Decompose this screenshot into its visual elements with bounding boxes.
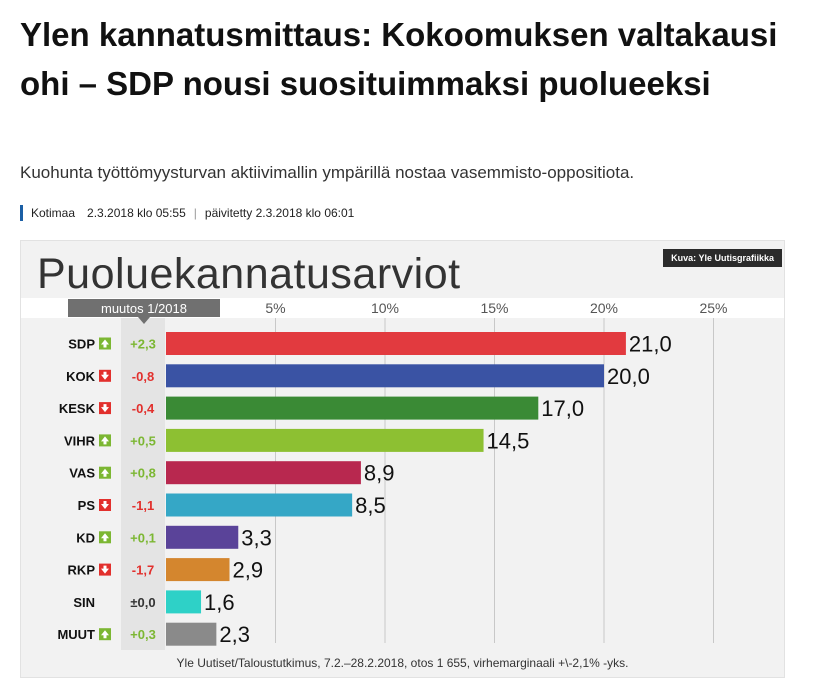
change-value-vas: +0,8 (130, 466, 156, 481)
bar-kd (166, 525, 239, 549)
change-value-ps: -1,1 (132, 498, 154, 513)
article-meta: Kotimaa 2.3.2018 klo 05:55 | päivitetty … (20, 204, 354, 222)
bar-ps (166, 493, 353, 517)
party-label-muut: MUUT (57, 627, 95, 642)
change-value-kd: +0,1 (130, 530, 156, 545)
value-label-vihr: 14,5 (487, 428, 530, 453)
change-value-muut: +0,3 (130, 627, 156, 642)
updated-date: päivitetty 2.3.2018 klo 06:01 (204, 206, 355, 220)
arrow-glyph-down-icon (101, 404, 109, 413)
value-label-rkp: 2,9 (233, 558, 264, 583)
arrow-glyph-down-icon (101, 565, 109, 574)
chart-title: Puoluekannatusarviot (37, 250, 461, 298)
party-label-ps: PS (78, 498, 96, 513)
tick-label-20: 20% (590, 300, 618, 316)
change-value-rkp: -1,7 (132, 563, 154, 578)
party-label-kd: KD (76, 530, 95, 545)
tick-label-15: 15% (480, 300, 508, 316)
tick-label-10: 10% (371, 300, 399, 316)
change-header-label: muutos 1/2018 (101, 301, 187, 316)
change-value-kesk: -0,4 (132, 401, 155, 416)
arrow-glyph-down-icon (101, 501, 109, 509)
tick-label-25: 25% (699, 300, 727, 316)
article-lead: Kuohunta työttömyysturvan aktiivimallin … (20, 163, 635, 182)
section-link[interactable]: Kotimaa (31, 206, 76, 220)
value-label-muut: 2,3 (219, 622, 250, 647)
image-credit: Kuva: Yle Uutisgrafiikka (663, 249, 782, 267)
bar-kok (166, 364, 604, 388)
bar-muut (166, 622, 217, 646)
arrow-glyph-up-icon (101, 339, 109, 348)
change-value-sdp: +2,3 (130, 337, 156, 352)
bar-rkp (166, 558, 230, 582)
party-label-rkp: RKP (68, 563, 96, 578)
party-label-vihr: VIHR (64, 433, 96, 448)
change-value-sin: ±0,0 (130, 595, 155, 610)
bar-sin (166, 590, 202, 614)
value-label-kok: 20,0 (607, 364, 650, 389)
change-header-bg (68, 299, 220, 317)
chart-graphic[interactable]: Puoluekannatusarviot Kuva: Yle Uutisgraf… (20, 240, 785, 678)
party-label-sin: SIN (73, 595, 95, 610)
change-value-vihr: +0,5 (130, 433, 156, 448)
arrow-glyph-up-icon (101, 468, 109, 477)
change-column-bg (121, 318, 165, 650)
section-marker (20, 205, 23, 221)
article-headline: Ylen kannatusmittaus: Kokoomuksen valtak… (20, 16, 778, 102)
arrow-glyph-down-icon (101, 371, 109, 380)
bar-vas (166, 461, 361, 485)
meta-divider: | (193, 206, 197, 220)
bar-vihr (166, 428, 484, 452)
value-label-sin: 1,6 (204, 590, 235, 615)
value-label-kesk: 17,0 (541, 396, 584, 421)
party-label-kok: KOK (66, 369, 96, 384)
party-label-sdp: SDP (68, 337, 95, 352)
bar-sdp (166, 332, 626, 355)
change-value-kok: -0,8 (132, 369, 154, 384)
chart-footnote: Yle Uutiset/Taloustutkimus, 7.2.–28.2.20… (176, 656, 629, 670)
party-label-vas: VAS (69, 466, 95, 481)
change-header-pointer (138, 317, 150, 324)
arrow-glyph-up-icon (101, 533, 109, 542)
arrow-glyph-up-icon (101, 436, 109, 445)
tick-label-5: 5% (265, 300, 285, 316)
party-label-kesk: KESK (59, 401, 96, 416)
value-label-kd: 3,3 (241, 525, 272, 550)
value-label-ps: 8,5 (355, 493, 386, 518)
published-date: 2.3.2018 klo 05:55 (87, 206, 186, 220)
bar-kesk (166, 396, 539, 420)
bar-chart: muutos 1/2018 5% 10% 15% 20% 25% SDP +2,3 21,0 KO… (21, 298, 784, 650)
value-label-sdp: 21,0 (629, 332, 672, 357)
value-label-vas: 8,9 (364, 461, 395, 486)
arrow-glyph-up-icon (101, 630, 109, 639)
next-paragraph-fragment (0, 683, 827, 695)
